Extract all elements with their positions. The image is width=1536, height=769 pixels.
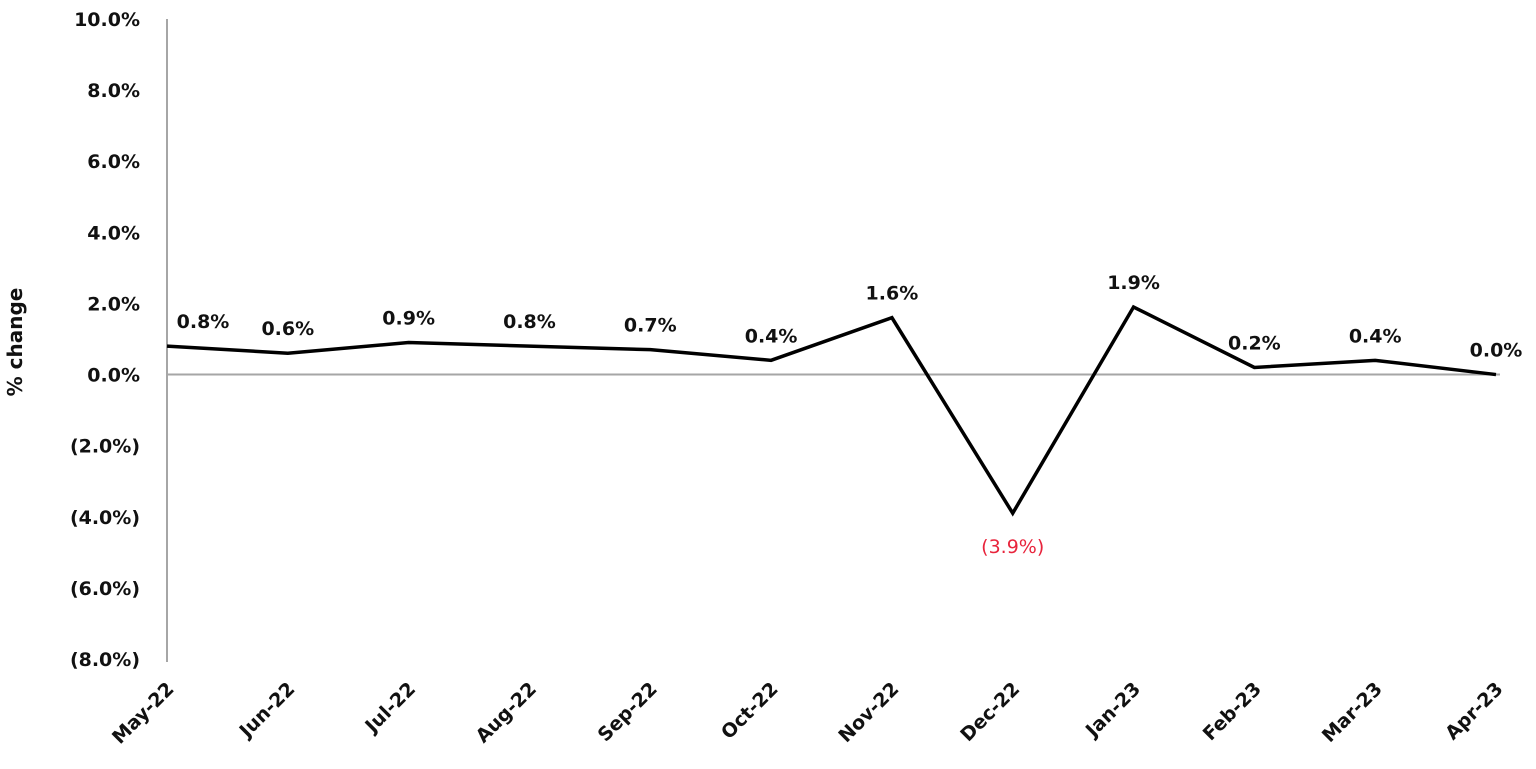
data-label: (3.9%) [981, 536, 1044, 558]
x-tick-label: Jan-23 [1080, 678, 1145, 743]
x-tick-label: Sep-22 [594, 678, 662, 746]
data-label: 1.6% [866, 283, 919, 305]
data-label: 0.0% [1470, 340, 1523, 362]
data-label: 0.9% [382, 308, 435, 330]
data-label: 0.8% [177, 311, 230, 333]
x-tick-label: Apr-23 [1441, 678, 1507, 744]
data-label: 1.9% [1107, 272, 1160, 294]
x-tick-label: Nov-22 [834, 678, 903, 747]
x-axis-tick-labels: May-22 Jun-22 Jul-22 Aug-22 Sep-22 Oct-22 Nov-… [108, 678, 1508, 749]
data-label: 0.8% [503, 311, 556, 333]
y-tick-label: 0.0% [87, 365, 140, 387]
x-tick-label: Jul-22 [360, 678, 420, 738]
data-label: 0.2% [1228, 332, 1281, 354]
data-label: 0.7% [624, 315, 677, 337]
y-tick-label: (6.0%) [70, 578, 140, 600]
y-tick-label: 10.0% [74, 9, 140, 31]
y-axis-tick-labels: 10.0% 8.0% 6.0% 4.0% 2.0% 0.0% (2.0%) (4.0%) (6.… [70, 9, 140, 671]
x-tick-label: Aug-22 [472, 678, 541, 747]
y-tick-label: 6.0% [87, 151, 140, 173]
series-line [166, 304, 1497, 517]
x-tick-label: May-22 [108, 678, 179, 749]
y-tick-label: (4.0%) [70, 507, 140, 529]
y-tick-label: (8.0%) [70, 649, 140, 671]
y-tick-label: 2.0% [87, 293, 140, 315]
y-tick-label: (2.0%) [70, 436, 140, 458]
x-tick-label: Oct-22 [717, 678, 783, 744]
x-tick-label: Jun-22 [234, 678, 299, 743]
y-tick-label: 4.0% [87, 222, 140, 244]
x-tick-label: Feb-23 [1199, 678, 1266, 745]
data-labels: 0.8% 0.6% 0.9% 0.8% 0.7% 0.4% 1.6% (3.9%) 1.9% 0.… [177, 272, 1523, 558]
data-label: 0.4% [1349, 325, 1402, 347]
x-tick-label: Mar-23 [1318, 678, 1387, 747]
y-tick-label: 8.0% [87, 80, 140, 102]
x-tick-label: Dec-22 [956, 678, 1024, 746]
data-label: 0.4% [745, 325, 798, 347]
data-label: 0.6% [261, 318, 314, 340]
y-axis-title: % change [3, 288, 27, 397]
